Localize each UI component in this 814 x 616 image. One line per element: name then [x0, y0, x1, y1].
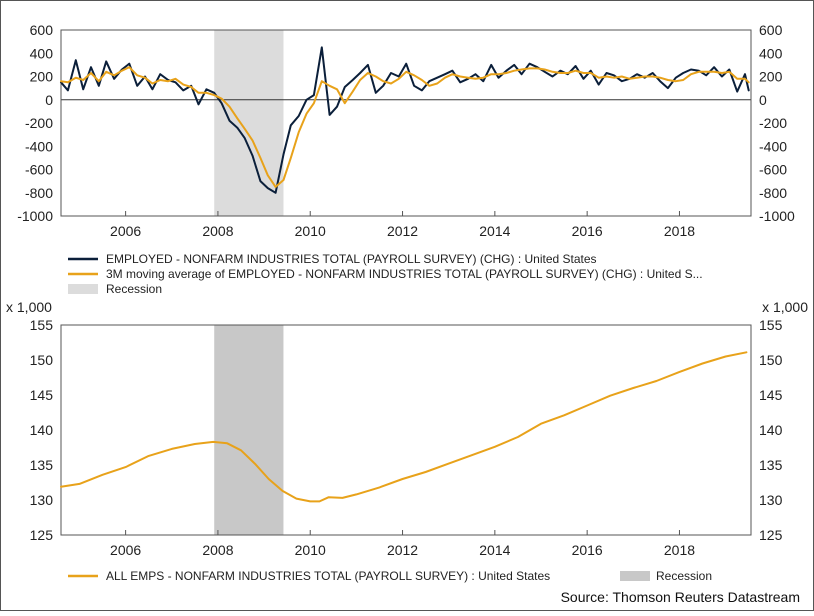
bottom-y-tick-right-5: 130 — [759, 492, 783, 508]
top-y-tick-right-1: 400 — [759, 45, 783, 61]
bottom-y-tick-left-2: 145 — [30, 387, 54, 403]
top-y-tick-right-3: 0 — [759, 92, 767, 108]
moving-average-line — [60, 66, 750, 188]
top-y-tick-left-3: 0 — [45, 92, 53, 108]
bottom-y-tick-right-2: 145 — [759, 387, 783, 403]
bottom-recession-band — [214, 325, 284, 535]
employed-change-line — [60, 46, 750, 194]
bottom-x-tick-label-6: 2018 — [664, 542, 695, 558]
bottom-y-tick-left-3: 140 — [30, 422, 54, 438]
bottom-y-tick-left-5: 130 — [30, 492, 54, 508]
top-y-axis-left: 600 400 200 0 -200 -400 -600 -800 -1000 — [17, 22, 53, 224]
top-chart-panel: 600 400 200 0 -200 -400 -600 -800 -1000 600 400 20… — [17, 22, 795, 239]
legend-label-all-emps: ALL EMPS - NONFARM INDUSTRIES TOTAL (PAY… — [106, 569, 550, 583]
legend-label-recession-bottom: Recession — [656, 569, 712, 583]
bottom-chart-panel: x 1,000 x 1,000 155 150 145 140 135 130 125 15… — [6, 299, 808, 558]
top-y-tick-left-5: -400 — [25, 138, 53, 154]
source-note: Source: Thomson Reuters Datastream — [561, 589, 800, 605]
bottom-series-group — [60, 351, 748, 503]
legend-swatch-recession-top — [68, 284, 98, 294]
bottom-x-tick-label-1: 2008 — [202, 542, 233, 558]
bottom-y-tick-right-1: 150 — [759, 352, 783, 368]
bottom-y-tick-right-0: 155 — [759, 317, 783, 333]
top-y-tick-right-8: -1000 — [759, 208, 795, 224]
top-y-tick-right-7: -800 — [759, 185, 787, 201]
bottom-y-tick-left-0: 155 — [30, 317, 54, 333]
top-y-tick-left-0: 600 — [30, 22, 54, 38]
top-y-tick-right-6: -600 — [759, 162, 787, 178]
top-y-tick-left-4: -200 — [25, 115, 53, 131]
bottom-legend: ALL EMPS - NONFARM INDUSTRIES TOTAL (PAY… — [68, 569, 712, 583]
top-y-tick-right-0: 600 — [759, 22, 783, 38]
legend-label-moving-average: 3M moving average of EMPLOYED - NONFARM … — [106, 267, 703, 281]
top-x-tick-label-3: 2012 — [387, 223, 418, 239]
bottom-y-tick-left-1: 150 — [30, 352, 54, 368]
legend-label-employed: EMPLOYED - NONFARM INDUSTRIES TOTAL (PAY… — [106, 252, 597, 266]
top-x-tick-label-5: 2016 — [572, 223, 603, 239]
bottom-y-tick-left-4: 135 — [30, 457, 54, 473]
all-emps-line — [60, 351, 748, 503]
top-y-axis-right: 600 400 200 0 -200 -400 -600 -800 -1000 — [759, 22, 795, 224]
legend-label-recession-top: Recession — [106, 282, 162, 296]
top-x-axis: 2006 2008 2010 2012 2014 2016 2018 — [110, 211, 695, 239]
top-recession-band — [214, 30, 284, 216]
top-x-tick-label-2: 2010 — [295, 223, 326, 239]
top-plot-frame — [60, 29, 752, 217]
bottom-x-tick-label-0: 2006 — [110, 542, 141, 558]
top-y-tick-right-4: -200 — [759, 115, 787, 131]
top-y-tick-left-7: -800 — [25, 185, 53, 201]
top-y-tick-left-8: -1000 — [17, 208, 53, 224]
top-x-tick-label-6: 2018 — [664, 223, 695, 239]
bottom-x-tick-label-3: 2012 — [387, 542, 418, 558]
bottom-x-tick-label-5: 2016 — [572, 542, 603, 558]
legend-swatch-recession-bottom — [620, 571, 650, 581]
top-y-tick-right-2: 200 — [759, 69, 783, 85]
bottom-unit-label-right: x 1,000 — [762, 299, 808, 315]
bottom-x-tick-label-4: 2014 — [479, 542, 510, 558]
bottom-y-tick-left-6: 125 — [30, 527, 54, 543]
bottom-y-axis-left: 155 150 145 140 135 130 125 — [30, 317, 54, 543]
bottom-y-tick-right-4: 135 — [759, 457, 783, 473]
bottom-y-axis-right: 155 150 145 140 135 130 125 — [759, 317, 783, 543]
bottom-y-tick-right-3: 140 — [759, 422, 783, 438]
top-y-tick-left-1: 400 — [30, 45, 54, 61]
top-x-tick-label-1: 2008 — [202, 223, 233, 239]
top-x-tick-label-0: 2006 — [110, 223, 141, 239]
top-y-tick-right-5: -400 — [759, 138, 787, 154]
top-y-tick-left-6: -600 — [25, 162, 53, 178]
bottom-unit-label-left: x 1,000 — [6, 299, 52, 315]
top-y-tick-left-2: 200 — [30, 69, 54, 85]
bottom-plot-frame — [60, 324, 752, 536]
top-legend: EMPLOYED - NONFARM INDUSTRIES TOTAL (PAY… — [68, 252, 703, 296]
top-x-tick-label-4: 2014 — [479, 223, 510, 239]
bottom-x-tick-label-2: 2010 — [295, 542, 326, 558]
top-series-group — [60, 46, 750, 194]
bottom-x-axis: 2006 2008 2010 2012 2014 2016 2018 — [110, 530, 695, 558]
bottom-y-tick-right-6: 125 — [759, 527, 783, 543]
